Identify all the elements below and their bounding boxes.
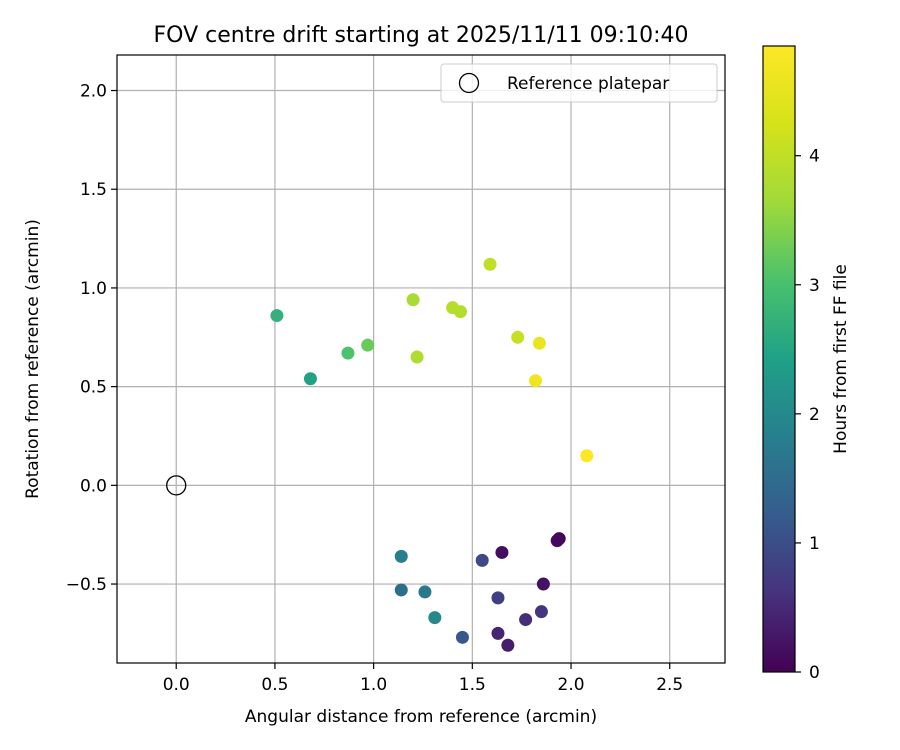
data-point bbox=[406, 293, 420, 307]
data-point bbox=[519, 613, 533, 627]
data-point bbox=[270, 309, 284, 323]
data-points bbox=[166, 257, 594, 652]
y-tick-label: 2.0 bbox=[80, 82, 107, 102]
y-tick-label: −0.5 bbox=[66, 575, 107, 595]
y-axis-ticks: −0.5 0.0 0.5 1.0 1.5 2.0 bbox=[66, 82, 117, 595]
colorbar-tick-label: 1 bbox=[809, 534, 820, 554]
x-tick-label: 0.0 bbox=[163, 675, 190, 695]
x-axis-label: Angular distance from reference (arcmin) bbox=[245, 707, 597, 727]
data-point bbox=[455, 630, 469, 644]
data-point bbox=[428, 611, 442, 625]
colorbar-tick-label: 0 bbox=[809, 663, 820, 683]
colorbar-ticks: 0 1 2 3 4 bbox=[795, 147, 820, 683]
data-point bbox=[532, 336, 546, 350]
data-point bbox=[410, 350, 424, 364]
legend: Reference platepar bbox=[440, 63, 718, 103]
chart-title: FOV centre drift starting at 2025/11/11 … bbox=[154, 23, 689, 48]
x-tick-label: 2.0 bbox=[558, 675, 585, 695]
colorbar: 0 1 2 3 4 Hours from first FF file bbox=[762, 45, 851, 683]
data-point bbox=[536, 577, 550, 591]
data-point bbox=[495, 545, 509, 559]
legend-marker-icon bbox=[458, 72, 480, 94]
x-tick-label: 1.0 bbox=[360, 675, 387, 695]
data-point bbox=[341, 346, 355, 360]
data-point bbox=[475, 553, 489, 567]
x-tick-label: 0.5 bbox=[261, 675, 288, 695]
data-point bbox=[418, 585, 432, 599]
x-axis-ticks: 0.0 0.5 1.0 1.5 2.0 2.5 bbox=[163, 663, 683, 695]
y-tick-label: 0.5 bbox=[80, 378, 107, 398]
y-tick-label: 1.0 bbox=[80, 279, 107, 299]
data-point bbox=[491, 626, 505, 640]
grid-lines bbox=[117, 55, 725, 663]
y-tick-label: 0.0 bbox=[80, 476, 107, 496]
data-point bbox=[483, 257, 497, 271]
colorbar-tick-label: 3 bbox=[809, 276, 820, 296]
colorbar-gradient bbox=[763, 46, 795, 672]
data-point bbox=[303, 372, 317, 386]
x-tick-label: 2.5 bbox=[656, 675, 683, 695]
data-point bbox=[361, 338, 375, 352]
data-point bbox=[446, 301, 460, 315]
data-point bbox=[511, 330, 525, 344]
data-point bbox=[550, 534, 564, 548]
data-point bbox=[534, 605, 548, 619]
y-tick-label: 1.5 bbox=[80, 180, 107, 200]
legend-entry-reference: Reference platepar bbox=[507, 74, 669, 94]
data-point bbox=[491, 591, 505, 605]
plot-frame bbox=[116, 54, 726, 664]
legend-box bbox=[440, 63, 718, 103]
colorbar-frame bbox=[762, 45, 796, 673]
colorbar-tick-label: 4 bbox=[809, 147, 820, 167]
data-point bbox=[528, 374, 542, 388]
y-axis-label: Rotation from reference (arcmin) bbox=[23, 219, 43, 499]
data-point bbox=[501, 638, 515, 652]
data-point bbox=[394, 549, 408, 563]
data-point bbox=[394, 583, 408, 597]
data-point bbox=[580, 449, 594, 463]
colorbar-tick-label: 2 bbox=[809, 405, 820, 425]
colorbar-label: Hours from first FF file bbox=[831, 264, 851, 454]
x-tick-label: 1.5 bbox=[459, 675, 486, 695]
reference-marker bbox=[166, 475, 187, 496]
